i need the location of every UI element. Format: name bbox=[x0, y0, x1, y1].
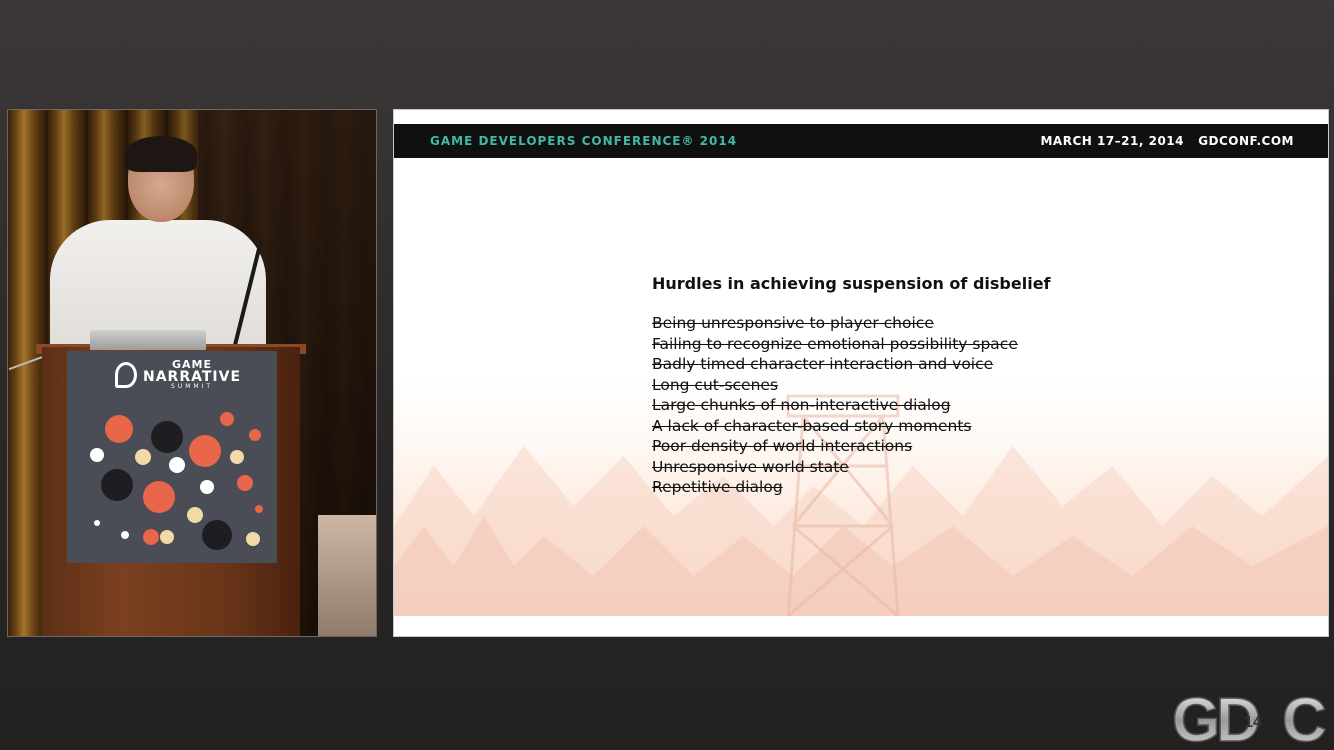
list-item: Long cut-scenes bbox=[652, 375, 779, 394]
gdc-letter-c: C bbox=[1282, 686, 1327, 747]
slide-title: Hurdles in achieving suspension of disbe… bbox=[652, 274, 1051, 293]
list-item: Being unresponsive to player choice bbox=[652, 314, 934, 332]
list-item: A lack of character-based story moments bbox=[652, 416, 972, 435]
list-item: Unresponsive world state bbox=[652, 457, 849, 476]
gns-mark-icon bbox=[115, 361, 137, 388]
conference-name: GAME DEVELOPERS CONFERENCE® 2014 bbox=[430, 134, 738, 148]
sign-line-2: NARRATIVE bbox=[143, 369, 242, 385]
list-item: Repetitive dialog bbox=[652, 478, 783, 496]
list-item: Large chunks of non-interactive dialog bbox=[652, 396, 951, 414]
conference-website: GDCONF.COM bbox=[1198, 134, 1294, 148]
gdc-letter-g: G bbox=[1172, 686, 1220, 747]
slide-header-bar: GAME DEVELOPERS CONFERENCE® 2014 MARCH 1… bbox=[394, 124, 1328, 158]
list-item: Poor density of world interactions bbox=[652, 437, 913, 455]
hurdles-list: Being unresponsive to player choice Fail… bbox=[652, 313, 1051, 498]
list-item: Failing to recognize emotional possibili… bbox=[652, 334, 1018, 353]
gdc-letter-d: D bbox=[1216, 686, 1261, 747]
sign-line-1: GAME bbox=[172, 358, 213, 371]
sign-line-3: SUMMIT bbox=[171, 383, 214, 390]
slide-content: Hurdles in achieving suspension of disbe… bbox=[652, 274, 1051, 498]
gdc-watermark-logo: G D 14 C bbox=[1172, 685, 1328, 747]
list-item: Badly timed character interaction and vo… bbox=[652, 355, 994, 373]
podium-sign: GAME NARRATIVE SUMMIT bbox=[67, 351, 277, 563]
game-narrative-summit-logo: GAME NARRATIVE SUMMIT bbox=[115, 359, 241, 390]
presentation-slide: GAME DEVELOPERS CONFERENCE® 2014 MARCH 1… bbox=[393, 109, 1329, 637]
gdc-year: 14 bbox=[1244, 714, 1262, 731]
faded-forest-background bbox=[394, 376, 1328, 616]
speaker-video: GAME NARRATIVE SUMMIT bbox=[7, 109, 377, 637]
conference-dates: MARCH 17–21, 2014 bbox=[1040, 134, 1184, 148]
laptop bbox=[90, 330, 206, 350]
